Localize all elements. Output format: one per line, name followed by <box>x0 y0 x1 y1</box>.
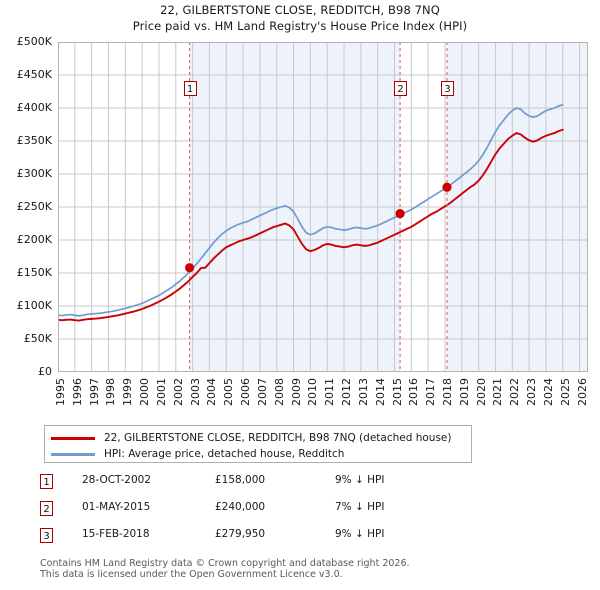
x-axis-tick-label: 2011 <box>323 378 337 406</box>
y-axis-tick-label: £300K <box>16 167 52 180</box>
x-axis-tick-label: 2026 <box>575 378 589 406</box>
y-axis-tick-label: £500K <box>16 35 52 48</box>
chart-marker-badge: 2 <box>394 81 408 96</box>
transaction-marker-dot <box>395 209 405 219</box>
x-axis-tick-label: 2019 <box>457 378 471 406</box>
transaction-index-badge: 3 <box>40 528 53 543</box>
table-row: 1 28-OCT-2002 £158,000 9% ↓ HPI <box>40 472 480 499</box>
y-axis-tick-label: £100K <box>16 299 52 312</box>
transaction-hpi-delta: 9% ↓ HPI <box>335 528 385 540</box>
transaction-date: 15-FEB-2018 <box>82 528 150 540</box>
page-title: 22, GILBERTSTONE CLOSE, REDDITCH, B98 7N… <box>0 2 600 34</box>
footer-line-1: Contains HM Land Registry data © Crown c… <box>40 558 410 569</box>
y-axis-tick-label: £250K <box>16 200 52 213</box>
transaction-date: 28-OCT-2002 <box>82 474 151 486</box>
legend-item-hpi: HPI: Average price, detached house, Redd… <box>51 446 465 462</box>
chart-marker-badge: 3 <box>441 81 454 96</box>
x-axis-tick-label: 2012 <box>340 378 354 406</box>
x-axis-tick-label: 2000 <box>138 378 152 406</box>
plot-border <box>58 42 588 372</box>
legend-item-price-paid: 22, GILBERTSTONE CLOSE, REDDITCH, B98 7N… <box>51 430 465 446</box>
x-axis-tick-label: 2013 <box>356 378 370 406</box>
y-axis-tick-label: £0 <box>38 365 52 378</box>
title-line-1: 22, GILBERTSTONE CLOSE, REDDITCH, B98 7N… <box>160 3 440 17</box>
x-axis-tick-label: 2010 <box>306 378 320 406</box>
footer-line-2: This data is licensed under the Open Gov… <box>40 569 343 580</box>
y-axis-tick-label: £350K <box>16 134 52 147</box>
x-axis-tick-label: 2025 <box>558 378 572 406</box>
x-axis-tick-label: 2006 <box>239 378 253 406</box>
x-axis-tick-label: 2022 <box>508 378 522 406</box>
x-axis-tick-label: 1997 <box>87 378 101 406</box>
transaction-date: 01-MAY-2015 <box>82 501 151 513</box>
chart-legend: 22, GILBERTSTONE CLOSE, REDDITCH, B98 7N… <box>44 425 472 463</box>
legend-label-price-paid: 22, GILBERTSTONE CLOSE, REDDITCH, B98 7N… <box>104 432 452 444</box>
x-axis-tick-label: 1996 <box>70 378 84 406</box>
x-axis-tick-label: 2004 <box>205 378 219 406</box>
x-axis-tick-label: 2021 <box>491 378 505 406</box>
y-axis-tick-label: £400K <box>16 101 52 114</box>
transaction-price: £158,000 <box>215 474 266 486</box>
legend-swatch-hpi <box>51 452 95 456</box>
y-axis-tick-label: £150K <box>16 266 52 279</box>
x-axis-tick-label: 2015 <box>390 378 404 406</box>
table-row: 3 15-FEB-2018 £279,950 9% ↓ HPI <box>40 526 480 553</box>
x-axis-tick-label: 2020 <box>474 378 488 406</box>
transaction-marker-dot <box>184 263 195 273</box>
chart-plot-area <box>58 42 588 372</box>
x-axis-tick-label: 2017 <box>424 378 438 406</box>
x-axis-tick-label: 2003 <box>188 378 202 406</box>
transaction-price: £240,000 <box>215 501 266 513</box>
title-line-2: Price paid vs. HM Land Registry's House … <box>132 19 468 33</box>
x-axis-tick-label: 1995 <box>54 378 67 406</box>
x-axis-tick-label: 2008 <box>272 378 286 406</box>
x-axis-tick-label: 2002 <box>171 378 185 406</box>
x-axis-tick-label: 2018 <box>440 378 454 406</box>
series-line-hpi <box>58 103 564 317</box>
transaction-price: £279,950 <box>215 528 266 540</box>
x-axis-tick-label: 2007 <box>255 378 269 406</box>
x-axis-tick-label: 2001 <box>154 378 168 406</box>
y-axis-tick-label: £450K <box>16 68 52 81</box>
table-row: 2 01-MAY-2015 £240,000 7% ↓ HPI <box>40 499 480 526</box>
x-axis-tick-label: 2005 <box>222 378 236 406</box>
transaction-hpi-delta: 7% ↓ HPI <box>335 501 385 513</box>
x-axis-tick-label: 2024 <box>541 378 555 406</box>
transaction-hpi-delta: 9% ↓ HPI <box>335 474 385 486</box>
x-axis-tick-label: 2016 <box>407 378 421 406</box>
y-axis-tick-label: £50K <box>23 332 52 345</box>
x-axis-tick-label: 2009 <box>289 378 303 406</box>
chart-marker-badge: 1 <box>183 81 197 96</box>
footer-attribution: Contains HM Land Registry data © Crown c… <box>40 558 560 580</box>
y-axis-tick-label: £200K <box>16 233 52 246</box>
chart-svg <box>58 42 588 372</box>
x-axis-tick-label: 2014 <box>373 378 387 406</box>
transaction-marker-dot <box>442 182 452 192</box>
transactions-table: 1 28-OCT-2002 £158,000 9% ↓ HPI 2 01-MAY… <box>40 472 480 553</box>
x-axis-tick-label: 2023 <box>525 378 539 406</box>
series-line-price-paid <box>58 128 564 322</box>
transaction-index-badge: 1 <box>40 474 53 489</box>
x-axis-tick-label: 1999 <box>121 378 135 406</box>
legend-label-hpi: HPI: Average price, detached house, Redd… <box>104 448 345 460</box>
legend-swatch-price-paid <box>51 436 95 440</box>
transaction-index-badge: 2 <box>40 501 53 516</box>
x-axis-tick-label: 1998 <box>104 378 118 406</box>
